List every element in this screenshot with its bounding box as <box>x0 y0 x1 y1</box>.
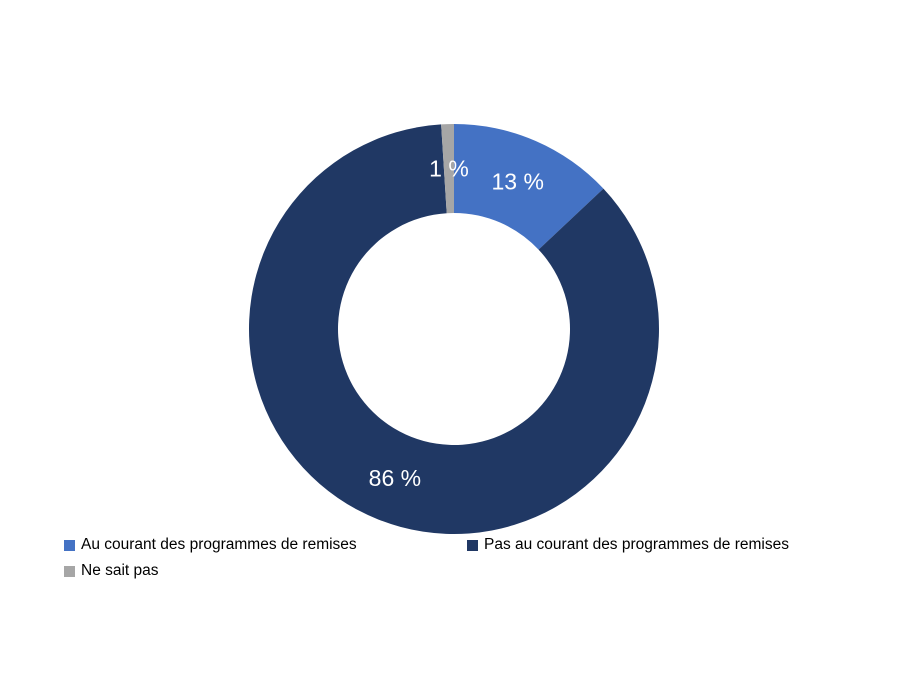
legend-swatch-ne-sait-pas-icon <box>64 565 75 577</box>
slice-label-2: 1 % <box>429 156 469 182</box>
legend-label-ne-sait-pas: Ne sait pas <box>81 562 159 579</box>
legend-swatch-au-courant-icon <box>64 539 75 551</box>
legend-item-pas-au-courant: Pas au courant des programmes de remises <box>467 537 789 553</box>
legend-swatch-pas-au-courant-icon <box>467 539 478 551</box>
slice-label-1: 86 % <box>369 465 421 491</box>
legend-label-pas-au-courant: Pas au courant des programmes de remises <box>484 536 789 553</box>
donut-slice-0 <box>454 124 604 250</box>
donut-slice-1 <box>248 124 659 534</box>
legend-item-au-courant: Au courant des programmes de remises <box>64 537 357 553</box>
slice-label-0: 13 % <box>491 169 543 195</box>
legend-item-ne-sait-pas: Ne sait pas <box>64 563 159 579</box>
donut-slice-2 <box>441 123 454 214</box>
legend-label-au-courant: Au courant des programmes de remises <box>81 536 357 553</box>
